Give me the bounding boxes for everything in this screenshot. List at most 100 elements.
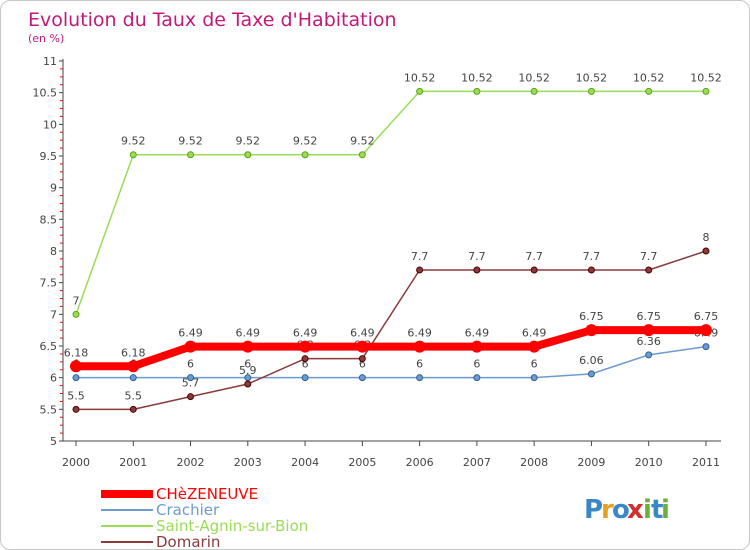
data-label: 6	[416, 358, 423, 371]
data-label: 9.52	[178, 135, 203, 148]
x-tick-label: 2005	[348, 456, 376, 469]
x-tick-label: 2006	[406, 456, 434, 469]
x-tick-label: 2011	[692, 456, 720, 469]
data-label: 6.75	[636, 310, 661, 323]
y-tick-label: 8	[50, 245, 57, 258]
data-label: 6	[359, 358, 366, 371]
data-label: 8	[702, 231, 709, 244]
data-label: 6.49	[236, 327, 261, 340]
legend-label: Domarin	[156, 533, 220, 550]
y-tick-label: 9.5	[40, 150, 58, 163]
logo-letter: i	[661, 495, 670, 525]
x-tick-label: 2004	[291, 456, 319, 469]
data-label: 5.9	[239, 364, 257, 377]
data-label: 10.52	[576, 71, 608, 84]
legend: CHèZENEUVECrachierSaint-Agnin-sur-BionDo…	[101, 485, 308, 550]
data-point	[587, 87, 595, 95]
data-point	[530, 87, 538, 95]
x-tick-label: 2009	[577, 456, 605, 469]
data-label: 6	[302, 358, 309, 371]
data-point	[129, 405, 137, 413]
logo-letter: i	[643, 495, 652, 525]
data-label: 5.7	[182, 377, 200, 390]
data-point	[129, 374, 137, 382]
data-label: 9.52	[350, 135, 375, 148]
data-label: 7.7	[525, 250, 543, 263]
data-point	[129, 151, 137, 159]
data-label: 5.5	[67, 389, 85, 402]
data-point	[299, 340, 312, 353]
data-label: 7.7	[468, 250, 486, 263]
data-point	[72, 405, 80, 413]
data-point	[528, 340, 541, 353]
legend-item-2: Saint-Agnin-sur-Bion	[101, 517, 308, 535]
legend-label: Crachier	[156, 501, 220, 519]
y-tick-label: 5.5	[40, 403, 58, 416]
data-point	[301, 355, 309, 363]
data-label: 10.52	[461, 71, 493, 84]
data-label: 6.18	[121, 346, 146, 359]
series-layer: 7 9.52 9.52 9.52 9.52 9.52 10.52 10.52 10.52 10.5…	[64, 71, 722, 413]
y-tick-label: 7	[50, 308, 57, 321]
series-line	[76, 345, 707, 379]
data-label: 10.52	[690, 71, 722, 84]
data-point	[301, 151, 309, 159]
data-label: 6.49	[293, 327, 318, 340]
legend-item-1: Crachier	[101, 501, 220, 519]
data-label: 7	[73, 294, 80, 307]
y-tick-label: 10	[43, 118, 57, 131]
x-tick-label: 2001	[119, 456, 147, 469]
data-label: 6.49	[407, 327, 432, 340]
data-point	[72, 374, 80, 382]
logo-letter: o	[612, 495, 630, 525]
data-point	[645, 266, 653, 274]
x-tick-label: 2010	[635, 456, 663, 469]
data-label: 7.7	[411, 250, 429, 263]
data-label: 10.52	[404, 71, 436, 84]
data-point	[642, 324, 655, 337]
data-label: 5.5	[125, 389, 143, 402]
y-tick-label: 9	[50, 182, 57, 195]
data-point	[244, 151, 252, 159]
data-point	[301, 374, 309, 382]
data-point	[473, 266, 481, 274]
data-point	[585, 324, 598, 337]
data-label: 6.49	[178, 327, 203, 340]
data-label: 6.36	[636, 335, 661, 348]
data-label: 6.75	[694, 310, 719, 323]
logo-letter: x	[627, 495, 644, 525]
data-label: 7.7	[640, 250, 658, 263]
data-label: 6	[531, 358, 538, 371]
y-tick-label: 10.5	[33, 87, 58, 100]
x-tick-label: 2003	[234, 456, 262, 469]
data-point	[587, 266, 595, 274]
data-point	[416, 266, 424, 274]
data-point	[358, 374, 366, 382]
chart-title: Evolution du Taux de Taxe d'Habitation	[28, 9, 397, 31]
data-point	[356, 340, 369, 353]
data-point	[702, 87, 710, 95]
data-point	[127, 360, 140, 373]
x-tick-label: 2000	[62, 456, 90, 469]
x-tick-label: 2007	[463, 456, 491, 469]
y-tick-label: 8.5	[40, 213, 58, 226]
axes: 5 5.5 6 6.5 7 7.5 8 8.5 9 9.5 10 10.5 11 2000 2001 2002…	[33, 55, 721, 469]
data-point	[699, 324, 712, 337]
x-tick-label: 2002	[177, 456, 205, 469]
y-tick-label: 6	[50, 372, 57, 385]
data-point	[530, 374, 538, 382]
data-point	[187, 374, 195, 382]
data-point	[184, 340, 197, 353]
x-tick-label: 2008	[520, 456, 548, 469]
logo-letter: t	[651, 495, 663, 525]
y-axis-unit: (en %)	[28, 32, 64, 45]
data-point	[358, 151, 366, 159]
logo-letter: r	[601, 495, 614, 525]
data-point	[187, 393, 195, 401]
series-2: 7 9.52 9.52 9.52 9.52 9.52 10.52 10.52 10.52 10.5…	[72, 71, 722, 318]
data-label: 9.52	[236, 135, 261, 148]
data-label: 10.52	[633, 71, 665, 84]
data-point	[530, 266, 538, 274]
data-point	[416, 87, 424, 95]
